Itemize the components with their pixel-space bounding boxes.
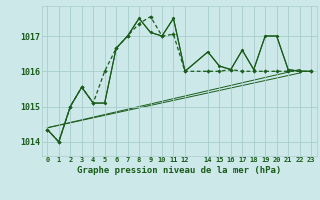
X-axis label: Graphe pression niveau de la mer (hPa): Graphe pression niveau de la mer (hPa) [77,166,281,175]
